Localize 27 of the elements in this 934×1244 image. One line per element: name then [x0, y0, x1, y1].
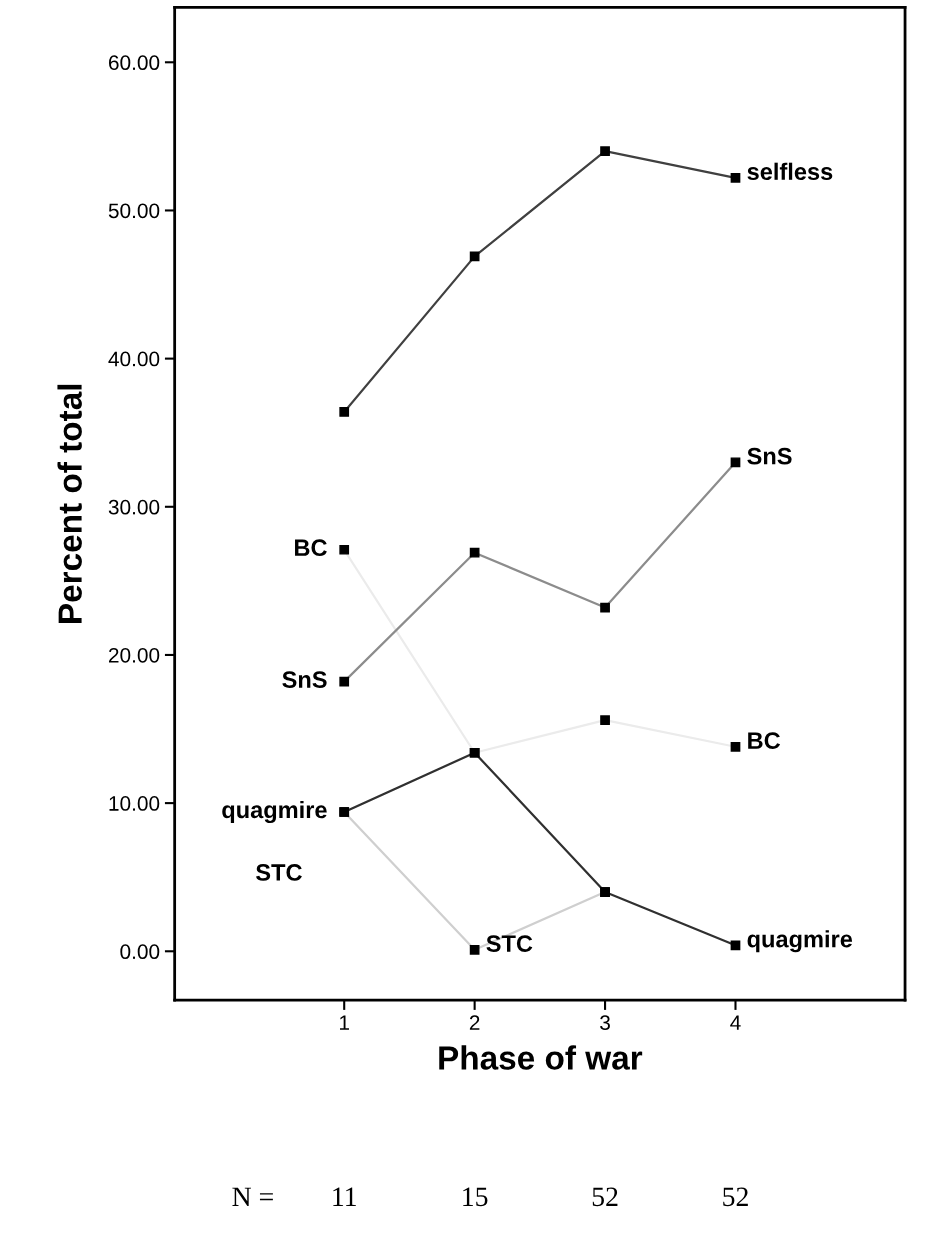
- x-tick-label: 3: [600, 1015, 610, 1031]
- annotation: STC: [486, 935, 533, 952]
- y-tick-label: 10.00: [109, 796, 160, 811]
- x-axis-title: Phase of war: [439, 1045, 643, 1070]
- annotation: selfless: [747, 162, 833, 181]
- y-tick-label: 0.00: [120, 944, 160, 960]
- x-tick-label: 1: [340, 1015, 349, 1030]
- annotation: BC: [295, 539, 327, 557]
- y-tick-label: 20.00: [108, 647, 160, 663]
- annotation: STC: [256, 864, 302, 881]
- annotation: SnS: [282, 671, 327, 688]
- y-tick-label: 30.00: [108, 499, 160, 515]
- text: 52: [723, 1187, 748, 1207]
- text: 11: [333, 1187, 356, 1206]
- text: 52: [592, 1187, 618, 1207]
- y-tick-label: 60.00: [109, 55, 160, 71]
- annotation: BC: [748, 732, 781, 749]
- annotation: quagmire: [222, 800, 327, 824]
- y-axis-title: Percent of total: [57, 384, 82, 623]
- x-tick-label: 4: [730, 1015, 741, 1030]
- y-tick-label: 50.00: [108, 203, 160, 219]
- annotation: quagmire: [747, 930, 853, 953]
- text: 15: [463, 1187, 488, 1207]
- y-tick-label: 40.00: [108, 351, 160, 367]
- annotation: SnS: [747, 447, 792, 465]
- x-tick-label: 2: [469, 1015, 480, 1030]
- text: N =: [232, 1187, 273, 1206]
